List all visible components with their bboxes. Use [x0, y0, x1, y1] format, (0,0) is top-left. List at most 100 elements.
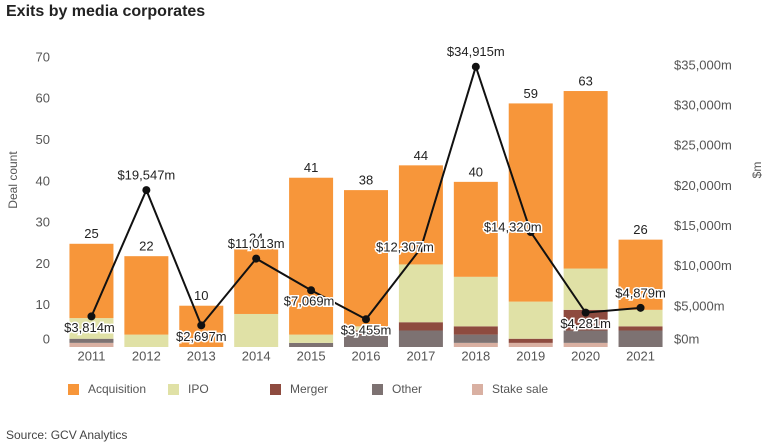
legend-label: Acquisition — [88, 382, 146, 396]
bar-segment — [234, 313, 279, 347]
total-label: 25 — [84, 226, 98, 241]
bar-segment — [618, 239, 663, 310]
x-tick-label: 2021 — [626, 348, 655, 363]
line-label: $3,455m — [341, 323, 392, 338]
bar-segment — [563, 342, 608, 347]
bar-segment — [344, 190, 388, 327]
bar-segment — [453, 326, 498, 335]
total-label: 63 — [578, 73, 592, 88]
bar-segment — [69, 342, 114, 347]
bar-segment — [289, 342, 334, 347]
line-label: $11,013m — [228, 236, 285, 251]
line-point — [362, 315, 370, 324]
total-label: 40 — [469, 164, 483, 179]
legend-label: Stake sale — [492, 382, 548, 396]
x-tick-label: 2014 — [242, 348, 271, 363]
bar-segment — [124, 334, 169, 347]
x-tick-label: 2016 — [352, 348, 381, 363]
total-label: 44 — [414, 148, 428, 163]
bar-segment — [563, 330, 608, 343]
y-tick-label: 60 — [36, 91, 50, 106]
legend-swatch — [68, 384, 79, 395]
y-tick-label: 50 — [36, 132, 50, 147]
line-point — [636, 303, 645, 312]
bar-segment — [508, 338, 553, 343]
bar-segment — [124, 256, 169, 335]
source: Source: GCV Analytics — [6, 428, 127, 442]
legend-label: Merger — [290, 382, 328, 396]
line-point — [416, 244, 425, 253]
legend-label: Other — [392, 382, 422, 396]
y2-tick-label: $15,000m — [674, 218, 732, 233]
bar-segment — [618, 326, 663, 331]
bar-segment — [344, 334, 388, 347]
x-tick-label: 2020 — [571, 348, 600, 363]
line-label: $7,069m — [284, 294, 335, 309]
line-label: $4,879m — [615, 285, 666, 300]
line-point — [87, 312, 96, 321]
x-tick-label: 2017 — [406, 348, 435, 363]
bar-segment — [453, 276, 498, 327]
legend-swatch — [372, 384, 383, 395]
line-point — [471, 62, 480, 71]
y-tick-label: 20 — [36, 256, 50, 271]
bar-segment — [563, 91, 608, 269]
bar-segment — [398, 264, 443, 323]
x-tick-label: 2019 — [516, 348, 545, 363]
x-tick-label: 2015 — [297, 348, 326, 363]
total-label: 22 — [139, 239, 153, 254]
bar-segment — [453, 181, 498, 277]
line-point — [307, 286, 316, 295]
total-label: 24 — [249, 230, 263, 245]
bar-segment — [618, 309, 663, 327]
total-label: 38 — [359, 173, 373, 188]
total-label: 59 — [523, 86, 537, 101]
y2-axis-label: $m — [750, 162, 764, 179]
y2-tick-label: $20,000m — [674, 178, 732, 193]
x-tick-label: 2012 — [132, 348, 161, 363]
y2-tick-label: $25,000m — [674, 138, 732, 153]
bar-segment — [398, 322, 443, 331]
line-point — [252, 254, 261, 263]
bar-segment — [508, 301, 553, 339]
bar-segment — [398, 330, 443, 347]
legend-label: IPO — [188, 382, 209, 396]
bar-segment — [508, 103, 553, 302]
total-label: 10 — [194, 288, 208, 303]
bar-segment — [344, 326, 388, 331]
bar-segment — [289, 177, 334, 335]
bar-segment — [563, 309, 608, 331]
y2-tick-label: $10,000m — [674, 258, 732, 273]
legend-swatch — [270, 384, 281, 395]
total-label: 41 — [304, 160, 318, 175]
line-label: $4,281m — [560, 316, 611, 331]
line-point — [526, 228, 535, 237]
legend-swatch — [168, 384, 179, 395]
y-tick-label: 70 — [36, 49, 50, 64]
chart-title: Exits by media corporates — [6, 3, 205, 20]
bar-segment — [563, 268, 608, 310]
x-tick-label: 2013 — [187, 348, 216, 363]
bar-segment — [618, 330, 663, 347]
bar-segment — [508, 342, 553, 347]
line-label: $12,307m — [376, 240, 434, 255]
line-label: $14,320m — [484, 219, 542, 234]
line-point — [197, 321, 206, 330]
total-label: 26 — [633, 222, 647, 237]
line-label: $2,697m — [176, 329, 227, 344]
y-tick-label: 40 — [36, 173, 50, 188]
bar-segment — [344, 330, 388, 335]
line-label: $19,547m — [117, 168, 175, 183]
bar-segment — [69, 338, 114, 343]
line-label: $34,915m — [447, 44, 505, 59]
bar-segment — [453, 342, 498, 347]
y-tick-label: 10 — [36, 297, 50, 312]
line-point — [581, 308, 590, 317]
y-tick-label: 0 — [43, 331, 50, 346]
y2-tick-label: $5,000m — [674, 298, 725, 313]
line-point — [142, 186, 151, 195]
x-tick-label: 2011 — [77, 348, 105, 363]
y2-tick-label: $30,000m — [674, 98, 732, 113]
y2-tick-label: $0m — [674, 331, 699, 346]
